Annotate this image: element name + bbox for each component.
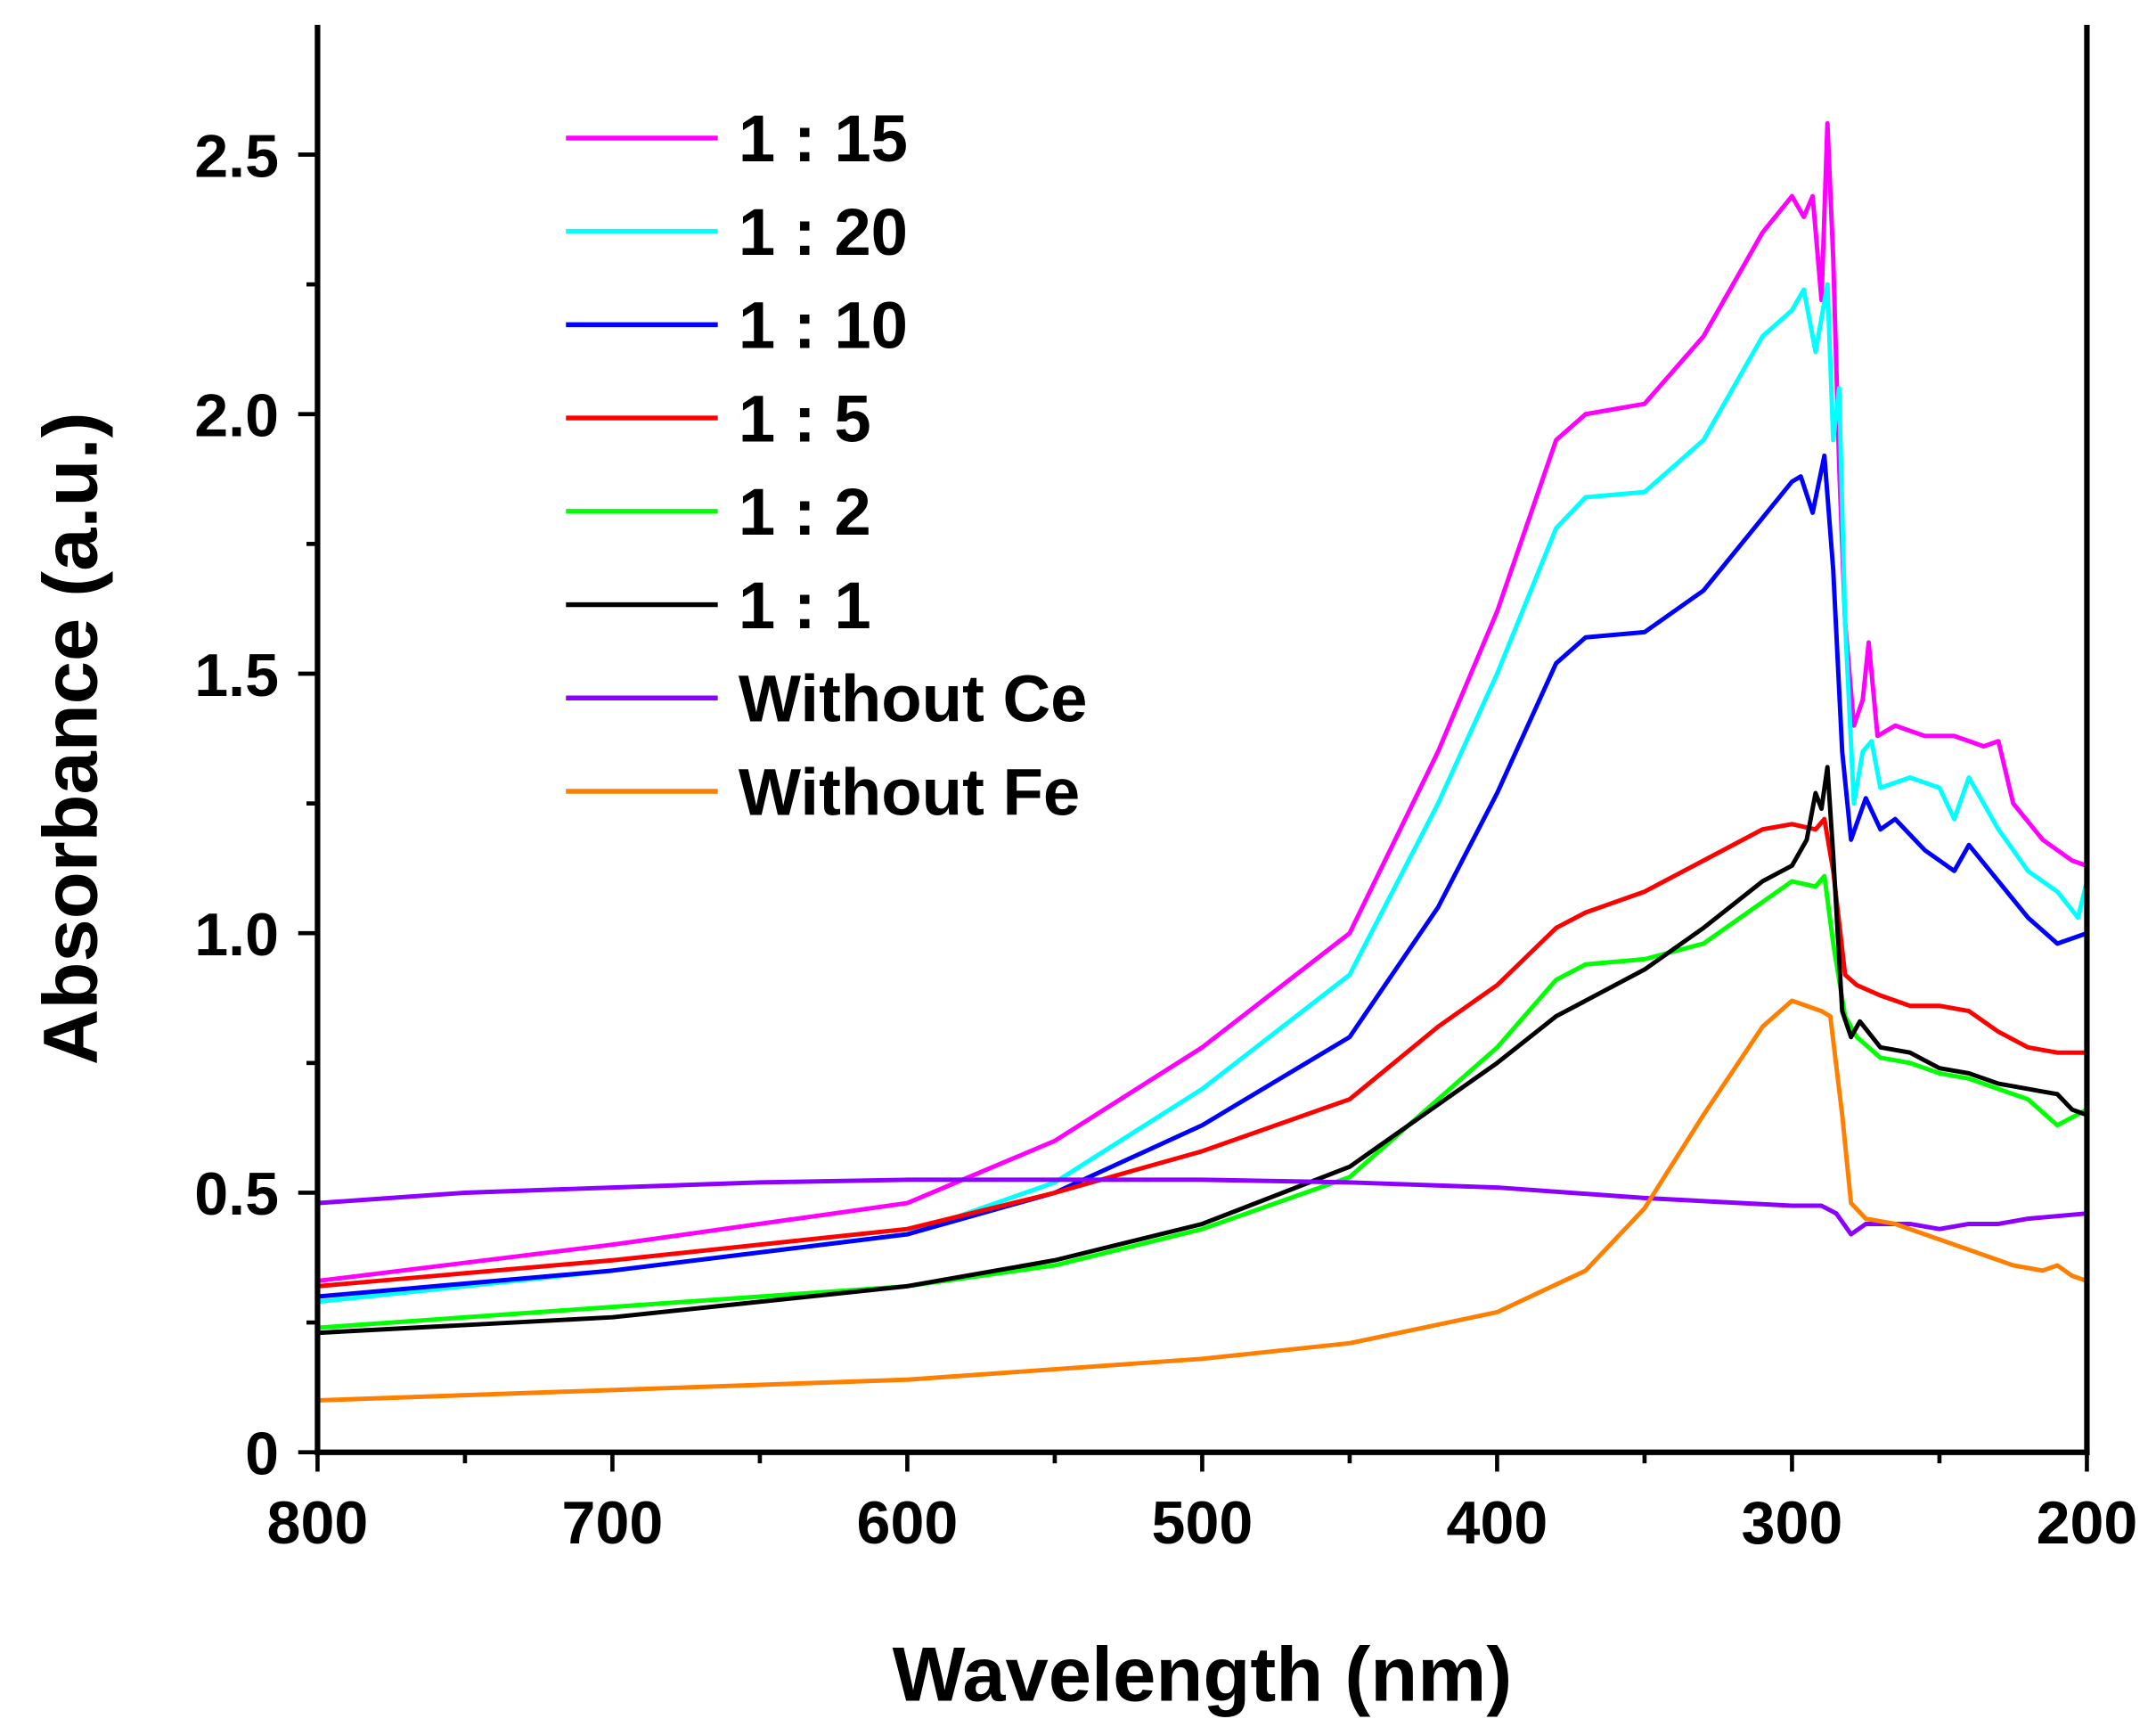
series-line-1 xyxy=(317,282,2089,1305)
legend-label-3: 1 : 5 xyxy=(739,381,871,455)
y-tick-label: 1.5 xyxy=(194,642,279,709)
x-tick-label: 400 xyxy=(1447,1489,1548,1557)
series-line-7 xyxy=(317,998,2088,1403)
x-tick-label: 300 xyxy=(1742,1489,1843,1557)
series-line-6 xyxy=(317,1177,2087,1237)
legend: 1 : 15 1 : 20 1 : 10 1 : 5 1 : 2 1 : 1 Without… xyxy=(566,102,1088,829)
legend-label-5: 1 : 1 xyxy=(739,569,871,643)
series-line-4 xyxy=(317,873,2088,1330)
legend-label-6: Without Ce xyxy=(739,662,1088,736)
x-tick-label: 600 xyxy=(857,1489,959,1557)
series-layer xyxy=(317,121,2089,1403)
x-tick-label: 500 xyxy=(1152,1489,1254,1557)
series-line-5 xyxy=(317,765,2088,1336)
series-line-2 xyxy=(317,453,2088,1299)
y-tick-label: 0 xyxy=(245,1420,279,1488)
legend-label-2: 1 : 10 xyxy=(739,289,908,363)
legend-label-7: Without Fe xyxy=(739,755,1080,829)
legend-label-4: 1 : 2 xyxy=(739,475,871,549)
y-tick-label: 0.5 xyxy=(194,1160,279,1228)
y-tick-label: 1.0 xyxy=(194,901,279,969)
axes: 800 700 600 500 400 300 200 0 0.5 1.0 1.5 2.0 2.5 xyxy=(194,24,2138,1557)
series-line-0 xyxy=(317,121,2088,1283)
y-axis-label: Absorbance (a.u.) xyxy=(28,412,114,1065)
x-axis-label: Wavelength (nm) xyxy=(893,1632,1513,1718)
legend-label-1: 1 : 20 xyxy=(739,195,908,269)
x-tick-label: 800 xyxy=(267,1489,369,1557)
series-line-3 xyxy=(317,816,2087,1289)
y-tick-label: 2.0 xyxy=(194,382,279,450)
x-tick-label: 700 xyxy=(562,1489,664,1557)
y-tick-label: 2.5 xyxy=(194,122,279,190)
legend-label-0: 1 : 15 xyxy=(739,102,908,176)
x-tick-label: 200 xyxy=(2037,1489,2138,1557)
